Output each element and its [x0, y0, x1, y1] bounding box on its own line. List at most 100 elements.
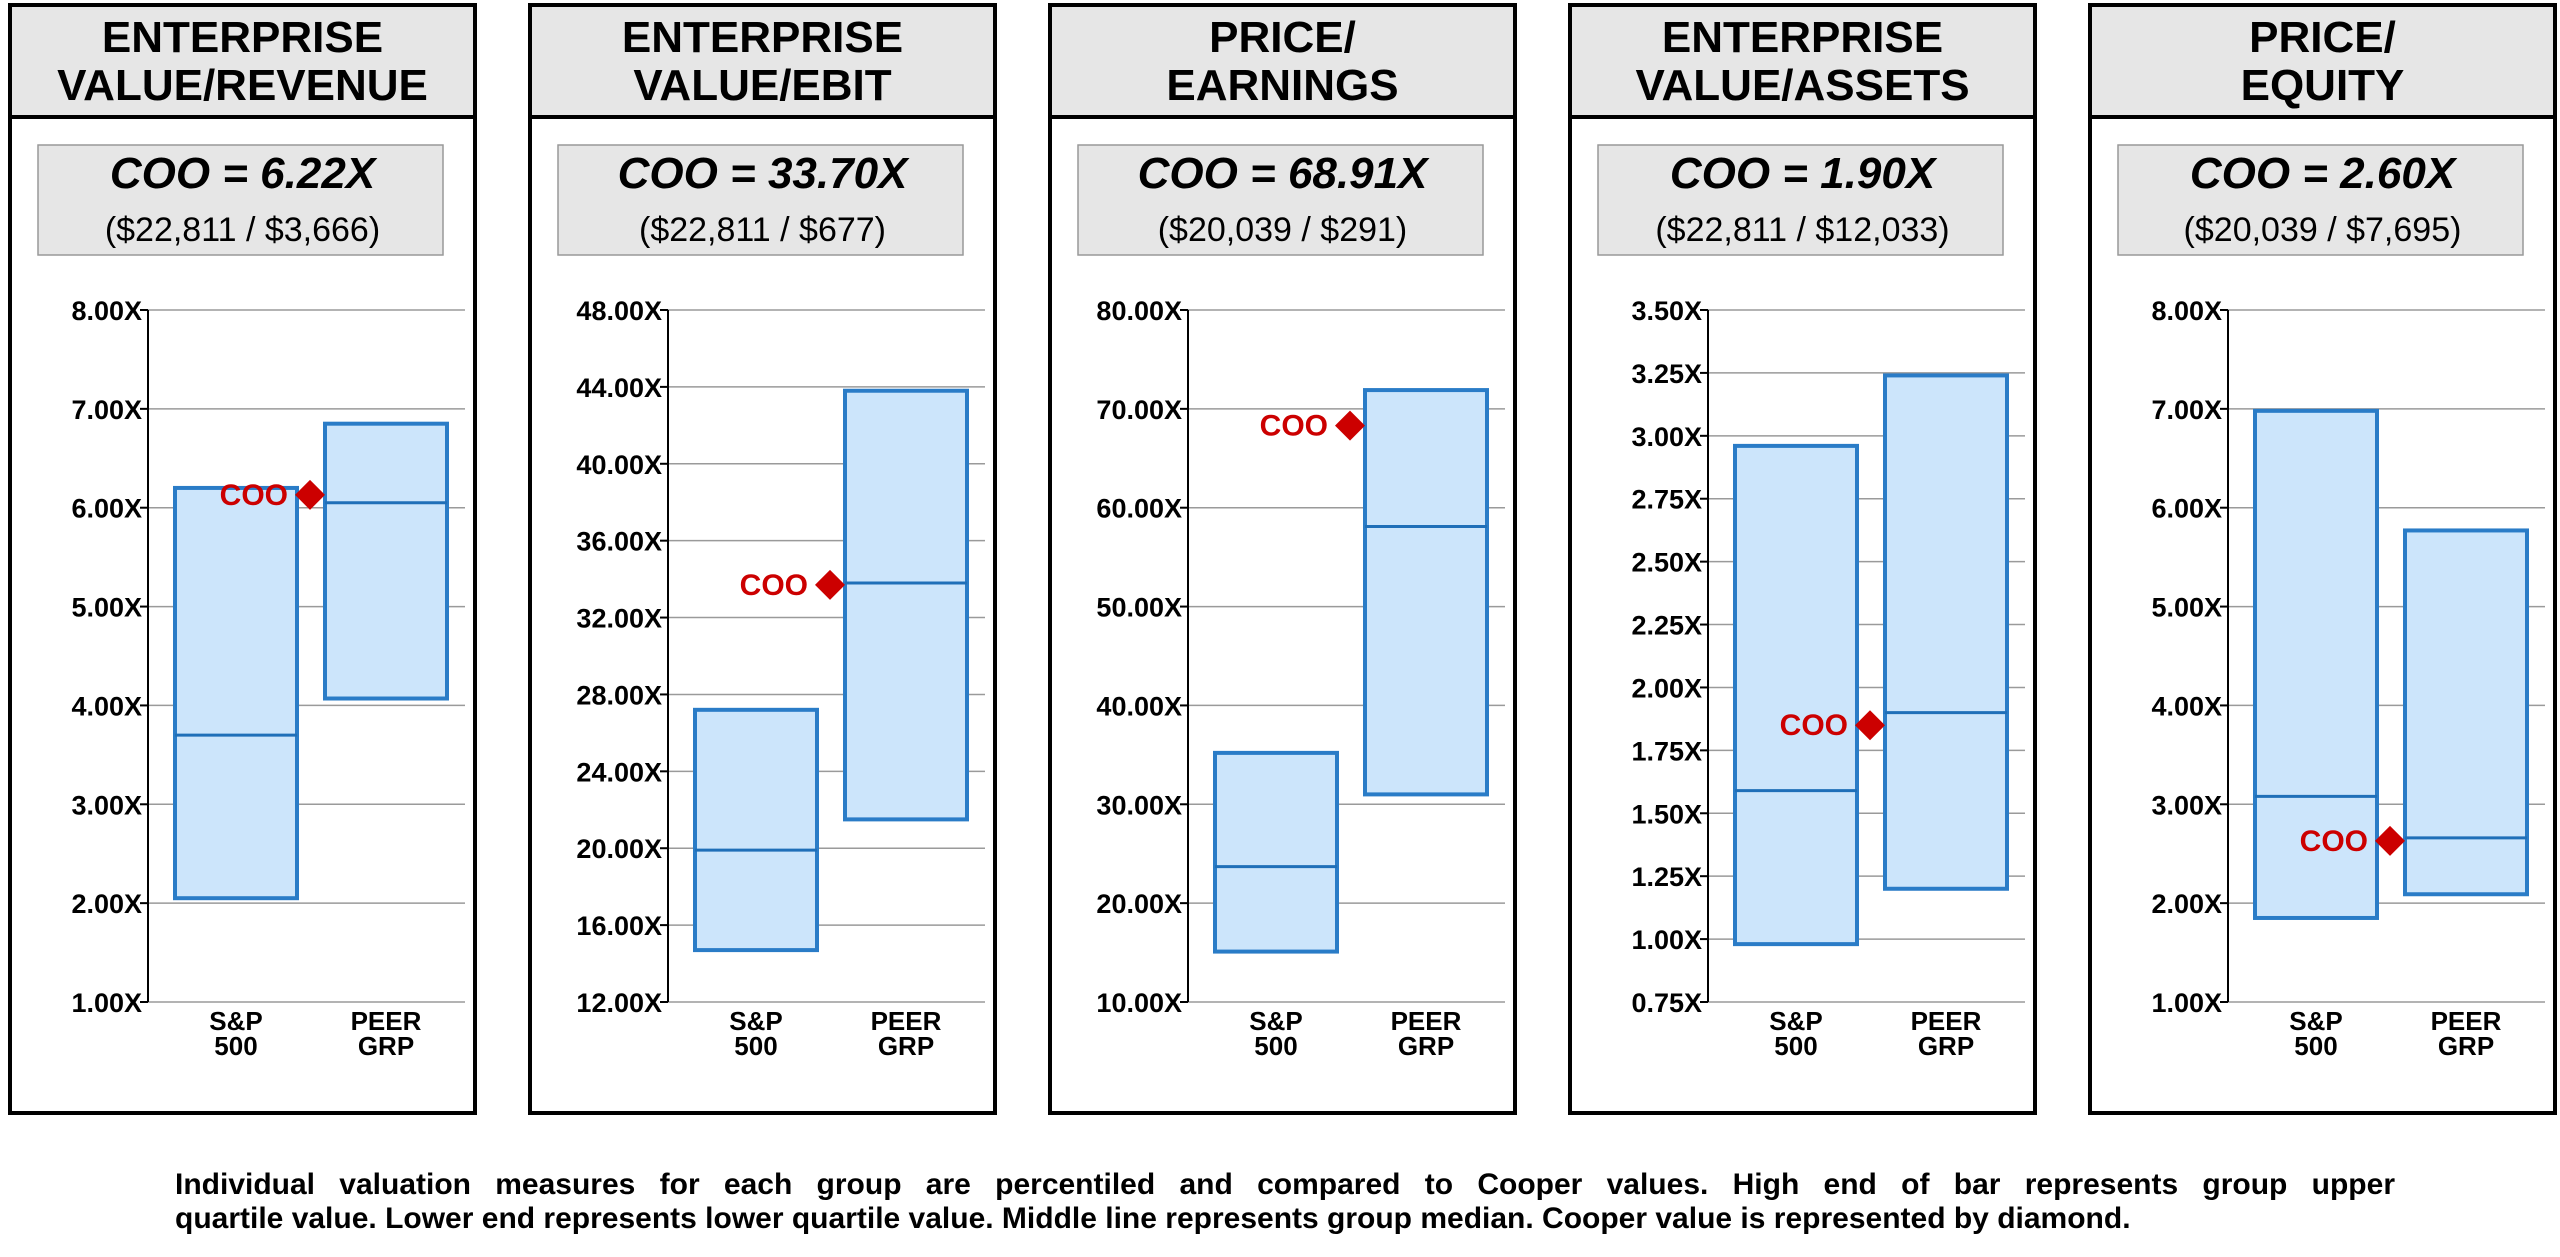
panel-header: [2088, 3, 2557, 119]
y-tick-label: 32.00X: [576, 604, 662, 634]
box-sp500: [1213, 750, 1339, 954]
y-tick-label: 4.00X: [2151, 691, 2222, 721]
coo-value-headline: COO = 33.70X: [618, 149, 910, 198]
y-tick-label: 40.00X: [576, 450, 662, 480]
coo-formula: ($22,811 / $12,033): [1655, 211, 1949, 249]
panel-header: [528, 3, 997, 119]
y-tick-label: 3.00X: [2151, 790, 2222, 820]
y-tick-label: 1.00X: [1631, 925, 1702, 955]
y-tick-label: 48.00X: [576, 296, 662, 326]
panel-header: [1048, 3, 1517, 119]
y-tick-label: 3.00X: [71, 790, 142, 820]
coo-marker-label: COO: [2300, 825, 2368, 858]
category-label: PEER: [1911, 1006, 1982, 1036]
y-tick-label: 3.00X: [1631, 422, 1702, 452]
category-label: S&P: [209, 1006, 262, 1036]
panel-title-line: VALUE/REVENUE: [57, 61, 428, 110]
y-tick-label: 30.00X: [1096, 790, 1182, 820]
category-label: 500: [2294, 1031, 2337, 1061]
category-label: GRP: [878, 1031, 934, 1061]
y-tick-label: 70.00X: [1096, 395, 1182, 425]
y-tick-label: 1.75X: [1631, 736, 1702, 766]
footnote-line-1: Individual valuation measures for each g…: [175, 1168, 2395, 1201]
headline-box: [37, 144, 444, 256]
panel-header: [8, 3, 477, 119]
coo-value-headline: COO = 1.90X: [1670, 149, 1938, 198]
panel-title-line: EARNINGS: [1166, 61, 1398, 110]
category-label: 500: [1254, 1031, 1297, 1061]
box-peer-grp: [2403, 528, 2529, 897]
coo-formula: ($22,811 / $677): [639, 211, 886, 249]
category-label: PEER: [2431, 1006, 2502, 1036]
y-tick-label: 24.00X: [576, 757, 662, 787]
category-label: S&P: [729, 1006, 782, 1036]
coo-marker-label: COO: [220, 479, 288, 512]
y-tick-label: 3.25X: [1631, 359, 1702, 389]
coo-diamond-marker: [815, 569, 845, 600]
panel-title-line: ENTERPRISE: [102, 13, 383, 62]
category-label: GRP: [1918, 1031, 1974, 1061]
y-tick-label: 12.00X: [576, 988, 662, 1018]
panel-title-line: ENTERPRISE: [1662, 13, 1943, 62]
panel-title-line: VALUE/EBIT: [633, 61, 891, 110]
chart-panel-5: PRICE/EQUITY COO = 2.60X ($20,039 / $7,695…: [2088, 3, 2557, 1115]
y-tick-label: 1.00X: [2151, 988, 2222, 1018]
panel-title-line: PRICE/: [1209, 13, 1356, 62]
coo-value-headline: COO = 6.22X: [110, 149, 378, 198]
category-label: 500: [1774, 1031, 1817, 1061]
coo-formula: ($20,039 / $291): [1158, 211, 1408, 249]
y-tick-label: 50.00X: [1096, 593, 1182, 623]
y-tick-label: 1.00X: [71, 988, 142, 1018]
box-sp500: [1733, 443, 1859, 947]
category-label: PEER: [1391, 1006, 1462, 1036]
y-tick-label: 20.00X: [1096, 889, 1182, 919]
y-tick-label: 2.25X: [1631, 611, 1702, 641]
y-tick-label: 44.00X: [576, 373, 662, 403]
coo-formula: ($20,039 / $7,695): [2184, 211, 2462, 249]
y-tick-label: 2.75X: [1631, 485, 1702, 515]
category-label: 500: [214, 1031, 257, 1061]
coo-marker-label: COO: [1260, 410, 1328, 443]
y-tick-label: 40.00X: [1096, 691, 1182, 721]
footnote-line-2: quartile value. Lower end represents low…: [175, 1202, 2131, 1235]
coo-marker-label: COO: [740, 569, 808, 602]
headline-box: [2117, 144, 2524, 256]
box-sp500: [173, 485, 299, 901]
y-tick-label: 2.00X: [1631, 673, 1702, 703]
coo-formula: ($22,811 / $3,666): [105, 211, 380, 249]
box-sp500: [2253, 408, 2379, 920]
headline-box: [557, 144, 964, 256]
category-label: S&P: [1769, 1006, 1822, 1036]
headline-box: [1597, 144, 2004, 256]
category-label: 500: [734, 1031, 777, 1061]
y-tick-label: 7.00X: [2151, 395, 2222, 425]
y-tick-label: 8.00X: [2151, 296, 2222, 326]
panel-header: [1568, 3, 2037, 119]
category-label: PEER: [351, 1006, 422, 1036]
y-tick-label: 5.00X: [2151, 593, 2222, 623]
y-tick-label: 10.00X: [1096, 988, 1182, 1018]
y-tick-label: 3.50X: [1631, 296, 1702, 326]
coo-diamond-marker: [2375, 825, 2405, 856]
y-tick-label: 80.00X: [1096, 296, 1182, 326]
headline-box: [1077, 144, 1484, 256]
coo-diamond-marker: [295, 479, 325, 510]
y-tick-label: 20.00X: [576, 834, 662, 864]
y-tick-label: 5.00X: [71, 593, 142, 623]
y-tick-label: 8.00X: [71, 296, 142, 326]
y-tick-label: 1.25X: [1631, 862, 1702, 892]
y-tick-label: 60.00X: [1096, 494, 1182, 524]
footnote: Individual valuation measures for each g…: [175, 1168, 2395, 1236]
panel-title-line: PRICE/: [2249, 13, 2396, 62]
panel-title-line: VALUE/ASSETS: [1635, 61, 1969, 110]
y-tick-label: 2.00X: [2151, 889, 2222, 919]
coo-diamond-marker: [1335, 410, 1365, 441]
y-tick-label: 28.00X: [576, 680, 662, 710]
category-label: S&P: [1249, 1006, 1302, 1036]
y-tick-label: 1.50X: [1631, 799, 1702, 829]
y-tick-label: 6.00X: [2151, 494, 2222, 524]
